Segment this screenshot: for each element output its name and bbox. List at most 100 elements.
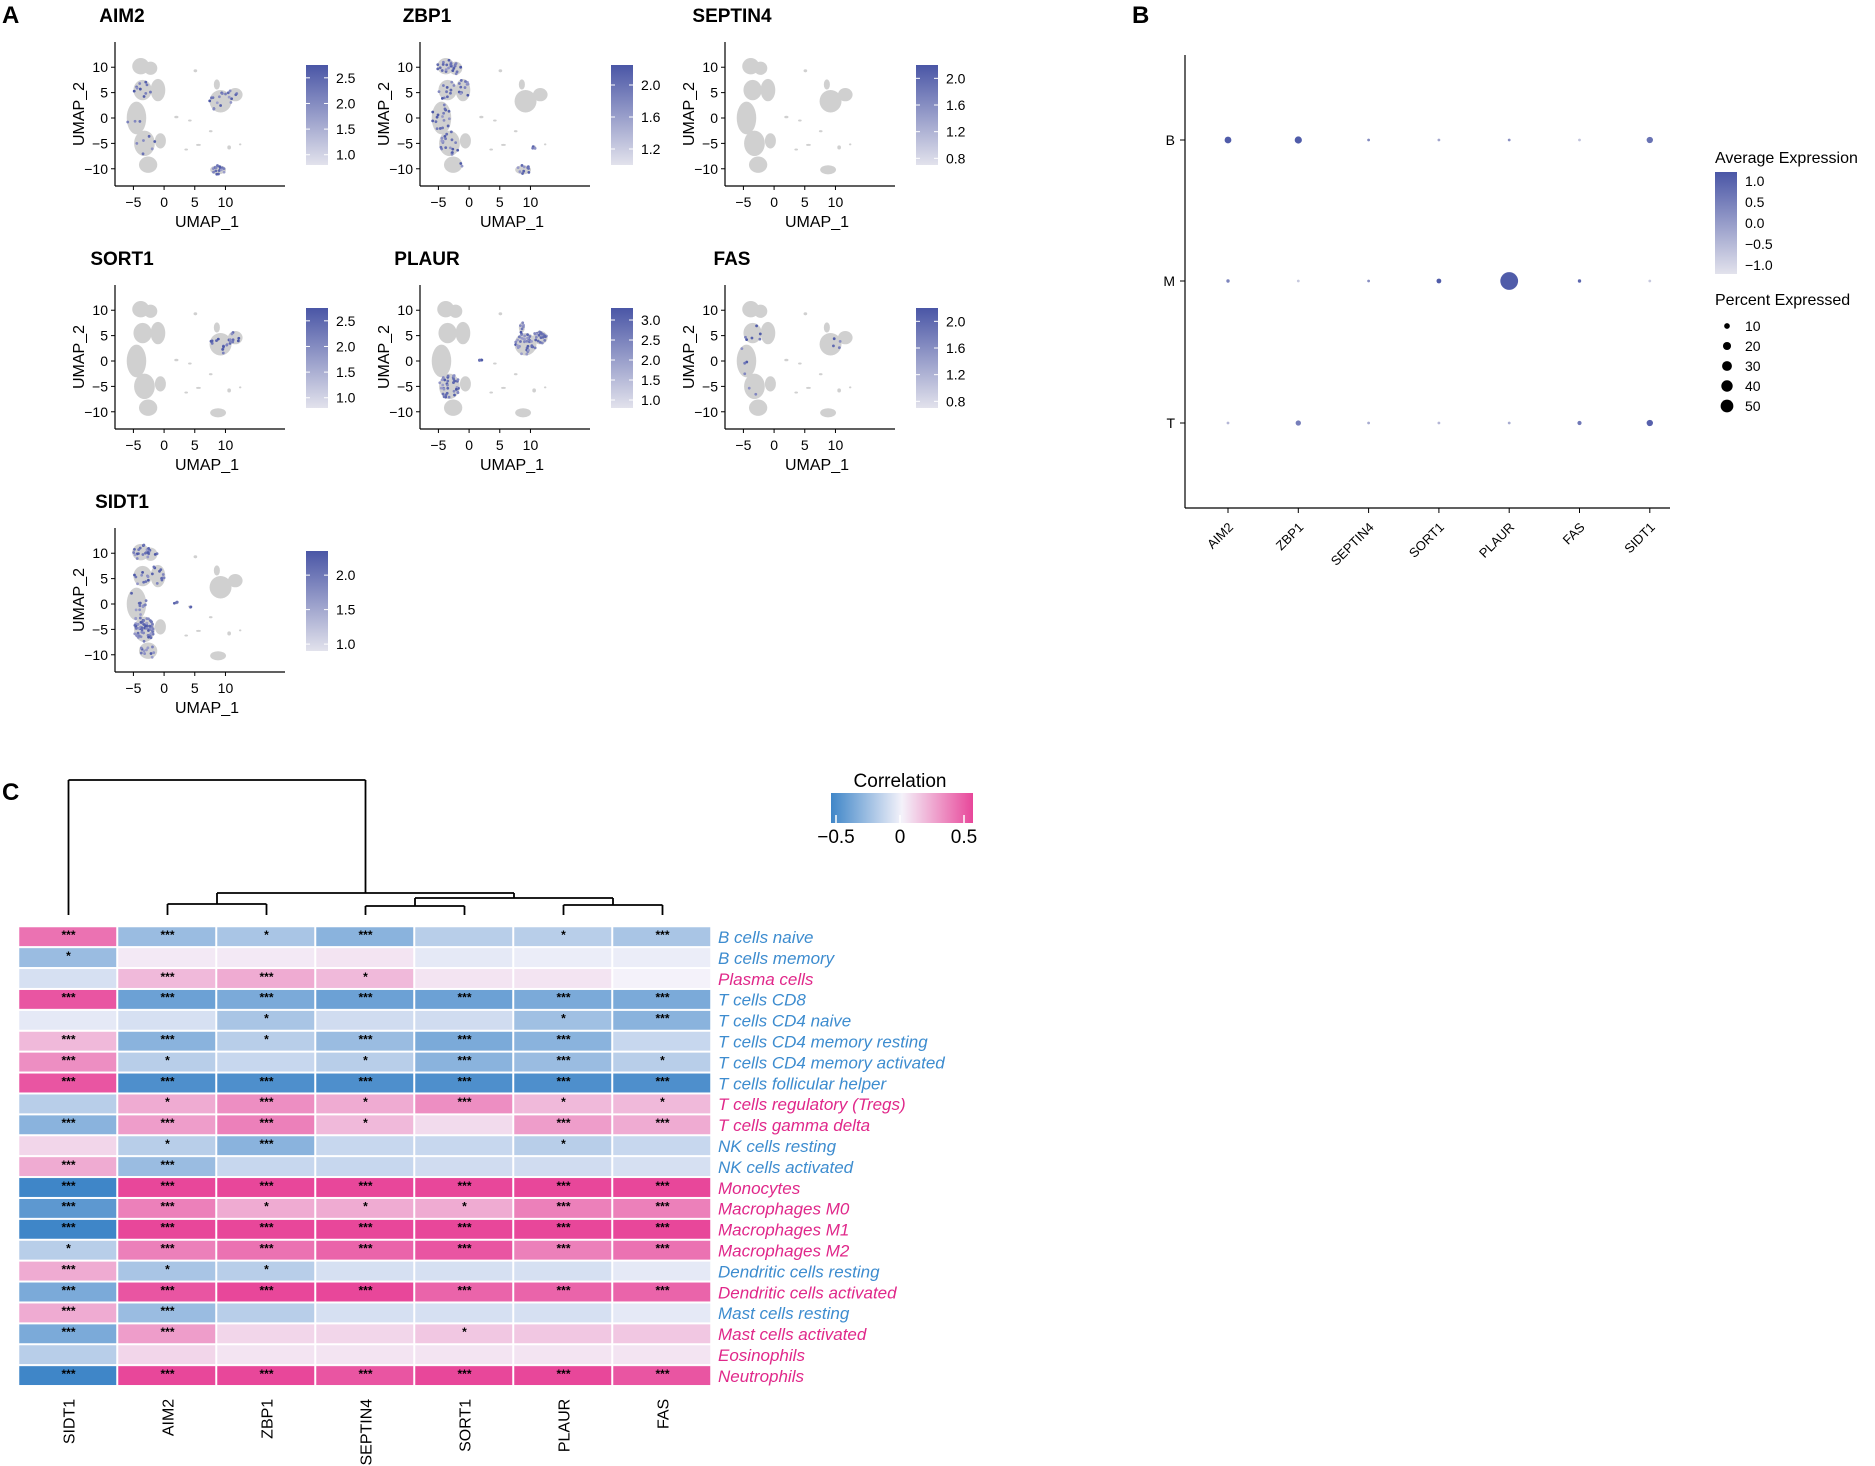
umap-cell <box>747 386 751 390</box>
heatmap-cell <box>612 1052 711 1073</box>
umap-cell <box>441 115 444 118</box>
umap-y-tick-label: −5 <box>397 135 413 151</box>
umap-cell <box>521 325 525 329</box>
umap-colorbar-label: 2.0 <box>946 313 966 329</box>
heatmap-significance: *** <box>160 1304 174 1318</box>
umap-cell <box>162 576 166 580</box>
umap-cell <box>214 166 218 169</box>
heatmap-significance: * <box>66 1242 71 1256</box>
dotplot-dot <box>1500 272 1519 290</box>
dotplot-dot <box>1367 138 1370 142</box>
umap-colorbar-label: 3.0 <box>641 312 661 328</box>
umap-cell <box>466 93 470 97</box>
heatmap-cell <box>216 1219 315 1240</box>
umap-x-tick-label: 5 <box>496 194 504 210</box>
umap-cell <box>527 348 530 352</box>
umap-title: SORT1 <box>90 249 154 270</box>
umap-cluster <box>748 156 768 173</box>
umap-cell <box>449 63 453 67</box>
umap-cell <box>141 152 145 156</box>
dotplot-color-legend-bar <box>1715 172 1737 274</box>
heatmap-cell <box>18 1344 117 1365</box>
heatmap-significance: * <box>264 928 269 942</box>
heatmap-cell <box>612 1073 711 1093</box>
dotplot-y-label: M <box>1163 273 1175 289</box>
umap-cell <box>219 104 223 107</box>
umap-cell <box>135 557 139 560</box>
dotplot-size-legend-dot <box>1722 341 1732 351</box>
heatmap-cell <box>117 1344 216 1365</box>
umap-x-tick-label: 0 <box>160 194 168 210</box>
umap-title: PLAUR <box>394 249 460 270</box>
umap-cells <box>431 58 548 175</box>
umap-y-label: UMAP_2 <box>71 568 88 632</box>
umap-colorbar-label: 2.5 <box>336 313 356 329</box>
heatmap-row-label: Mast cells activated <box>718 1325 867 1344</box>
umap-cluster <box>238 143 242 146</box>
heatmap-significance: *** <box>61 1158 75 1172</box>
umap-cell <box>453 393 456 397</box>
umap-cell <box>534 335 538 339</box>
heatmap-cell <box>612 1302 711 1323</box>
umap-x-tick-label: 5 <box>496 437 504 453</box>
umap-cluster <box>238 629 242 632</box>
heatmap-cell <box>117 1261 216 1282</box>
umap-cell <box>452 84 456 87</box>
umap-cluster <box>184 634 189 637</box>
umap-cell <box>435 127 439 131</box>
umap-cluster <box>209 333 232 356</box>
umap-cell <box>142 639 146 643</box>
umap-cell <box>210 339 214 343</box>
umap-cell <box>455 70 459 74</box>
heatmap-cell <box>117 947 216 968</box>
umap-cell <box>442 60 445 64</box>
heatmap-significance: * <box>561 928 566 942</box>
heatmap-significance: * <box>561 1137 566 1151</box>
heatmap-row-label: Dendritic cells resting <box>718 1262 880 1281</box>
heatmap-cell <box>18 1177 117 1198</box>
dotplot-dot <box>1367 279 1370 283</box>
umap-cell <box>228 89 232 93</box>
heatmap-cell <box>117 1073 216 1093</box>
umap-cluster <box>209 90 232 113</box>
umap-cell <box>133 632 137 636</box>
heatmap-cell <box>414 926 513 947</box>
heatmap-cell <box>117 1302 216 1323</box>
umap-cluster <box>126 344 147 378</box>
heatmap-row-label: Monocytes <box>718 1179 801 1198</box>
heatmap-cell <box>513 1135 612 1156</box>
umap-y-tick-label: 0 <box>405 353 413 369</box>
heatmap-significance: *** <box>259 991 273 1005</box>
heatmap-significance: *** <box>358 1242 372 1256</box>
umap-cell <box>147 134 151 138</box>
umap-y-tick-label: 5 <box>405 85 413 101</box>
umap-cell <box>436 67 440 71</box>
heatmap-column-label: FAS <box>656 1399 673 1429</box>
umap-cell <box>442 84 445 87</box>
umap-cell <box>478 358 481 362</box>
heatmap-cell <box>513 1344 612 1365</box>
heatmap-cell <box>612 1177 711 1198</box>
dotplot-dot <box>1295 420 1301 426</box>
heatmap-significance: *** <box>556 1367 570 1381</box>
umap-cell <box>140 628 144 632</box>
umap-cluster <box>133 79 152 101</box>
umap-cluster <box>196 629 201 632</box>
heatmap-cell <box>414 1010 513 1031</box>
dotplot-color-legend-tick: −0.5 <box>1745 236 1773 252</box>
umap-cluster <box>514 333 537 356</box>
umap-x-label: UMAP_1 <box>480 214 544 231</box>
heatmap-significance: *** <box>160 1116 174 1130</box>
umap-cell <box>441 376 445 379</box>
umap-cell <box>441 63 445 66</box>
heatmap-cell <box>612 1261 711 1282</box>
umap-cell <box>518 170 522 174</box>
umap-cluster <box>543 143 547 146</box>
umap-plot-sidt1: SIDT1 10 5 0 −5 −10 −5 0 5 10 UMAP_1 UMAP_2 2.0 1.5 1.… <box>71 492 356 717</box>
umap-cluster <box>213 565 220 576</box>
heatmap-significance: *** <box>655 1116 669 1130</box>
umap-plot-sort1: SORT1 10 5 0 −5 −10 −5 0 5 10 UMAP_1 UMAP_2 2.5 2.0 1.… <box>71 249 356 474</box>
heatmap-cell <box>513 1156 612 1177</box>
umap-cell <box>436 113 440 117</box>
umap-cluster <box>736 101 757 135</box>
